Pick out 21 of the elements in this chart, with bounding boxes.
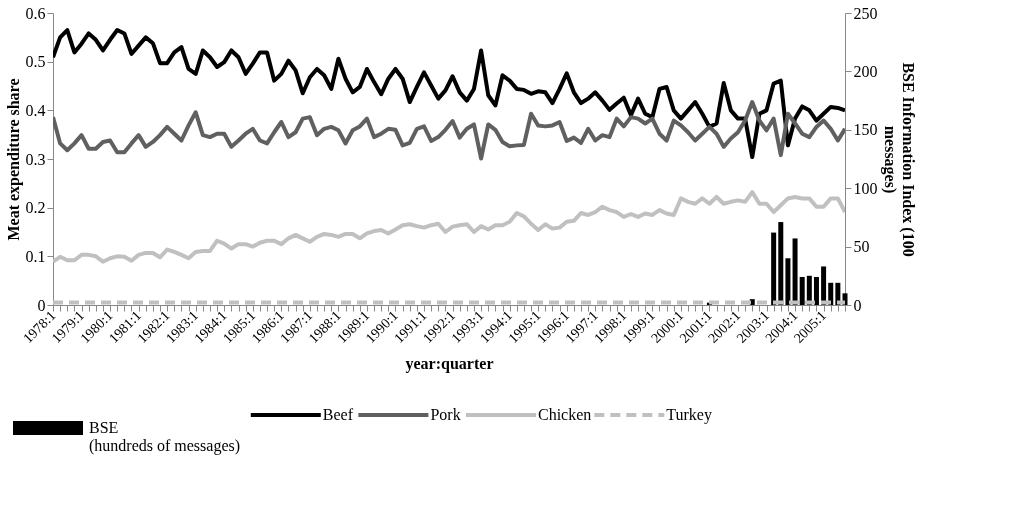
y2-tick-label: 0 (853, 296, 862, 314)
legend-label: BSE (hundreds of messages) (89, 419, 241, 455)
x-axis-title: year:quarter (405, 354, 494, 373)
y-axis-title: Meat expenditure share (4, 78, 23, 241)
y2-tick-label: 250 (853, 4, 878, 22)
y-tick-label: 0.6 (25, 4, 46, 22)
y2-tick-label: 150 (853, 121, 878, 139)
y-tick-label: 0.4 (25, 101, 46, 119)
y2-tick-label: 200 (853, 62, 878, 80)
legend-label: Turkey (666, 406, 712, 424)
y2-tick-label: 50 (853, 238, 870, 256)
y2-axis-title: BSE Information Index (100 messages) (880, 62, 917, 257)
legend-label: Chicken (538, 406, 592, 423)
y-tick-label: 0.5 (25, 53, 46, 71)
legend-label: Beef (322, 406, 354, 423)
y-tick-label: 0.2 (25, 199, 46, 217)
y-tick-label: 0.3 (25, 150, 46, 168)
y2-tick-label: 100 (853, 179, 878, 197)
y-tick-label: 0 (37, 296, 46, 314)
legend-label: Pork (430, 406, 461, 423)
y-tick-label: 0.1 (25, 247, 46, 265)
